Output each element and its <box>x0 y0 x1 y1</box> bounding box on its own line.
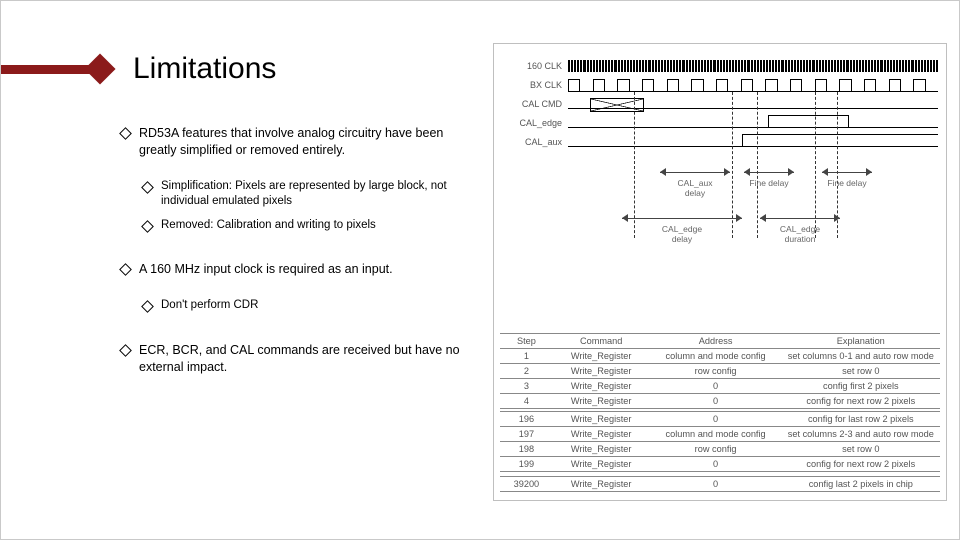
annotation-edge-delay: CAL_edge delay <box>622 214 742 244</box>
page-title: Limitations <box>133 52 276 86</box>
command-table: StepCommandAddressExplanation 1Write_Reg… <box>500 333 940 492</box>
title-stripe <box>1 65 93 74</box>
timing-diagram: 160 CLK BX CLK CAL CMD CAL_edge CAL_aux <box>502 56 938 266</box>
slide: Limitations RD53A features that involve … <box>0 0 960 540</box>
right-panel: 160 CLK BX CLK CAL CMD CAL_edge CAL_aux <box>493 43 947 501</box>
annotation-aux-delay: CAL_aux delay <box>660 168 730 198</box>
title-diamond-icon <box>84 53 115 84</box>
annotation-edge-dur: CAL_edge duration <box>760 214 840 244</box>
bullet-2: A 160 MHz input clock is required as an … <box>121 261 481 278</box>
annotation-fine2: Fine delay <box>822 168 872 188</box>
annotation-fine1: Fine delay <box>744 168 794 188</box>
table-row: 199Write_Register0config for next row 2 … <box>500 457 940 472</box>
table-row: 197Write_Registercolumn and mode configs… <box>500 427 940 442</box>
table-row: 4Write_Register0config for next row 2 pi… <box>500 394 940 409</box>
table-row: 39200Write_Register0config last 2 pixels… <box>500 477 940 492</box>
bullet-3: ECR, BCR, and CAL commands are received … <box>121 342 481 376</box>
table-row: 196Write_Register0config for last row 2 … <box>500 412 940 427</box>
table-row: 1Write_Registercolumn and mode configset… <box>500 349 940 364</box>
bullet-1: RD53A features that involve analog circu… <box>121 125 481 159</box>
bullet-1a: Simplification: Pixels are represented b… <box>143 179 481 210</box>
table-header: Command <box>553 334 650 349</box>
title-row: Limitations <box>1 51 276 87</box>
table-row: 3Write_Register0config first 2 pixels <box>500 379 940 394</box>
table-row: 2Write_Registerrow configset row 0 <box>500 364 940 379</box>
table-header: Explanation <box>782 334 940 349</box>
table-row: 198Write_Registerrow configset row 0 <box>500 442 940 457</box>
bullet-2a: Don't perform CDR <box>143 298 481 314</box>
table-header: Step <box>500 334 553 349</box>
body-column: RD53A features that involve analog circu… <box>121 125 481 395</box>
table-header: Address <box>650 334 782 349</box>
bullet-1b: Removed: Calibration and writing to pixe… <box>143 218 481 234</box>
